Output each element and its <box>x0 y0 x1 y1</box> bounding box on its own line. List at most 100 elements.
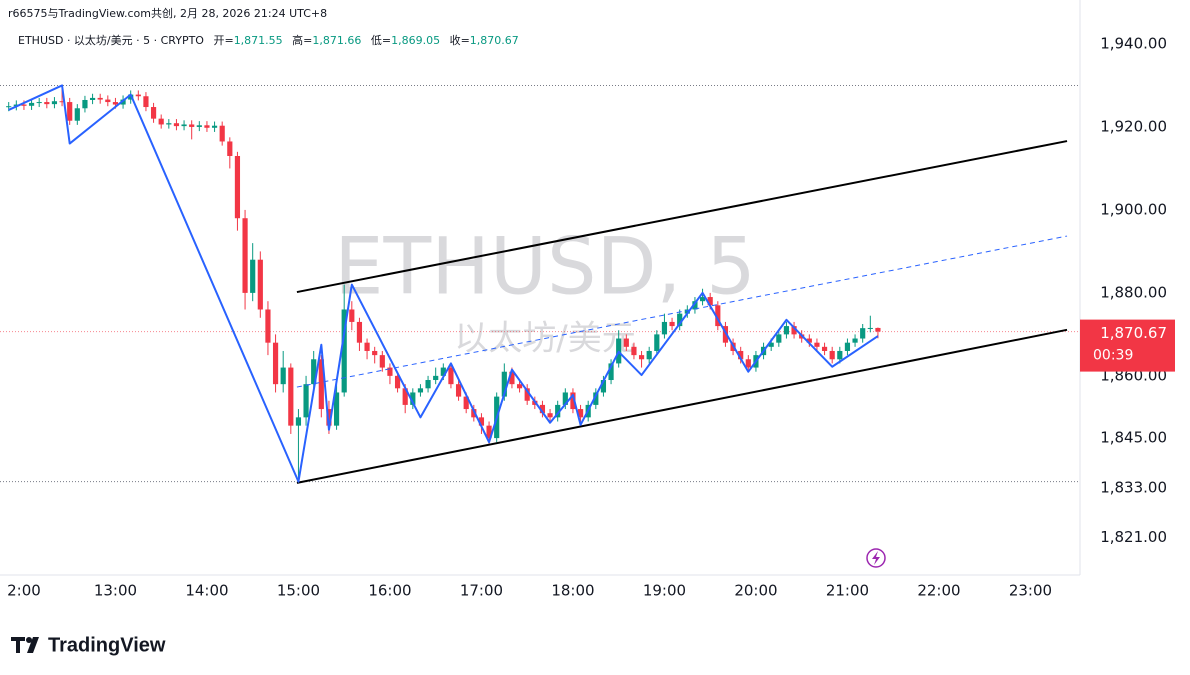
candle-body <box>59 101 65 103</box>
candle-body <box>211 125 218 128</box>
candle-body <box>402 388 408 405</box>
countdown-label: 00:39 <box>1093 348 1133 364</box>
candle-body <box>791 326 797 335</box>
candle-body <box>539 404 546 414</box>
candle-body <box>173 123 180 127</box>
candle-body <box>150 107 157 119</box>
x-tick-label: 15:00 <box>277 582 320 600</box>
candle-body <box>440 367 446 376</box>
axes: 1,940.001,920.001,900.001,880.001,860.00… <box>7 34 1175 600</box>
ohlc-key: 开= <box>213 34 233 47</box>
candle-body <box>356 321 363 343</box>
candle-body <box>288 367 294 426</box>
y-tick-label: 1,821.00 <box>1100 528 1167 546</box>
y-tick-label: 1,900.00 <box>1100 200 1167 218</box>
candle-body <box>265 309 271 343</box>
ohlc-value: 1,871.55 <box>234 34 283 47</box>
x-tick-label: 17:00 <box>460 582 503 600</box>
candle-body <box>295 417 302 426</box>
symbol: ETHUSD · 以太坊/美元 · 5 · CRYPTO <box>18 33 204 47</box>
candle-body <box>51 101 58 105</box>
x-tick-label: 18:00 <box>551 582 594 600</box>
candle-body <box>852 338 858 343</box>
candle-body <box>677 313 683 327</box>
x-tick-label: 14:00 <box>185 582 228 600</box>
candle-body <box>448 367 454 385</box>
candle-body <box>455 384 462 397</box>
candle-body <box>417 388 424 393</box>
candle-body <box>555 404 561 418</box>
trend-line <box>296 235 1068 388</box>
brand-logo: TradingView <box>11 634 166 656</box>
x-tick-label: 23:00 <box>1009 582 1052 600</box>
candle-body <box>21 104 27 106</box>
last-price-label: 1,870.67 <box>1100 324 1167 342</box>
candle-body <box>715 305 721 327</box>
candle-body <box>410 392 416 405</box>
candle-body <box>143 96 149 108</box>
candle-body <box>654 334 660 351</box>
candle-body <box>547 413 553 418</box>
candle-body <box>669 321 675 327</box>
candle-body <box>326 409 332 426</box>
plot-area <box>0 84 1080 484</box>
candle-body <box>349 309 355 322</box>
candle-body <box>387 367 393 376</box>
candle-body <box>867 327 873 329</box>
candle-body <box>189 124 195 127</box>
candle-body <box>608 363 614 381</box>
candle-body <box>219 125 225 142</box>
candle-body <box>89 97 96 100</box>
candle-body <box>112 102 119 105</box>
candle-body <box>471 409 477 418</box>
candle-body <box>74 108 80 121</box>
candle-body <box>433 375 439 381</box>
candle-body <box>242 218 248 293</box>
candle-body <box>768 342 774 347</box>
candle-body <box>722 326 729 343</box>
candle-body <box>311 359 317 385</box>
candle-body <box>166 123 172 125</box>
x-tick-label: 2:00 <box>7 582 41 600</box>
candle-body <box>181 124 187 127</box>
candle-body <box>860 328 866 339</box>
candle-body <box>333 392 340 426</box>
candle-body <box>272 342 279 385</box>
candle-body <box>844 342 851 351</box>
candle-body <box>196 125 202 127</box>
candle-body <box>814 342 820 347</box>
x-tick-label: 19:00 <box>643 582 686 600</box>
candle-body <box>82 99 88 109</box>
candle-body <box>699 297 706 302</box>
candle-body <box>6 106 12 108</box>
candle-body <box>623 338 629 347</box>
candle-body <box>97 97 103 100</box>
candle-body <box>303 384 309 418</box>
candle-body <box>372 350 378 356</box>
candle-body <box>570 392 576 410</box>
ohlc-value: 1,871.66 <box>312 34 361 47</box>
x-tick-label: 21:00 <box>826 582 869 600</box>
candle-body <box>394 375 401 389</box>
candle-body <box>227 141 233 156</box>
candle-body <box>486 425 492 439</box>
candle-body <box>105 99 111 103</box>
alert-icon[interactable] <box>866 548 886 568</box>
candle-body <box>257 259 263 310</box>
y-tick-label: 1,833.00 <box>1100 478 1167 496</box>
candle-body <box>425 380 431 389</box>
candle-body <box>318 359 324 410</box>
x-tick-label: 22:00 <box>917 582 960 600</box>
candle-body <box>593 392 599 405</box>
candle-body <box>738 350 744 360</box>
candle-body <box>44 102 50 105</box>
candle-body <box>684 309 690 314</box>
brand-name: TradingView <box>48 634 166 656</box>
candle-body <box>783 326 790 335</box>
ohlc-key: 收= <box>450 33 470 47</box>
candle-body <box>478 417 485 426</box>
y-tick-label: 1,845.00 <box>1100 429 1167 447</box>
candle-body <box>234 155 241 219</box>
symbol-legend: ETHUSD · 以太坊/美元 · 5 · CRYPTO 开=1,871.55 … <box>18 33 519 47</box>
